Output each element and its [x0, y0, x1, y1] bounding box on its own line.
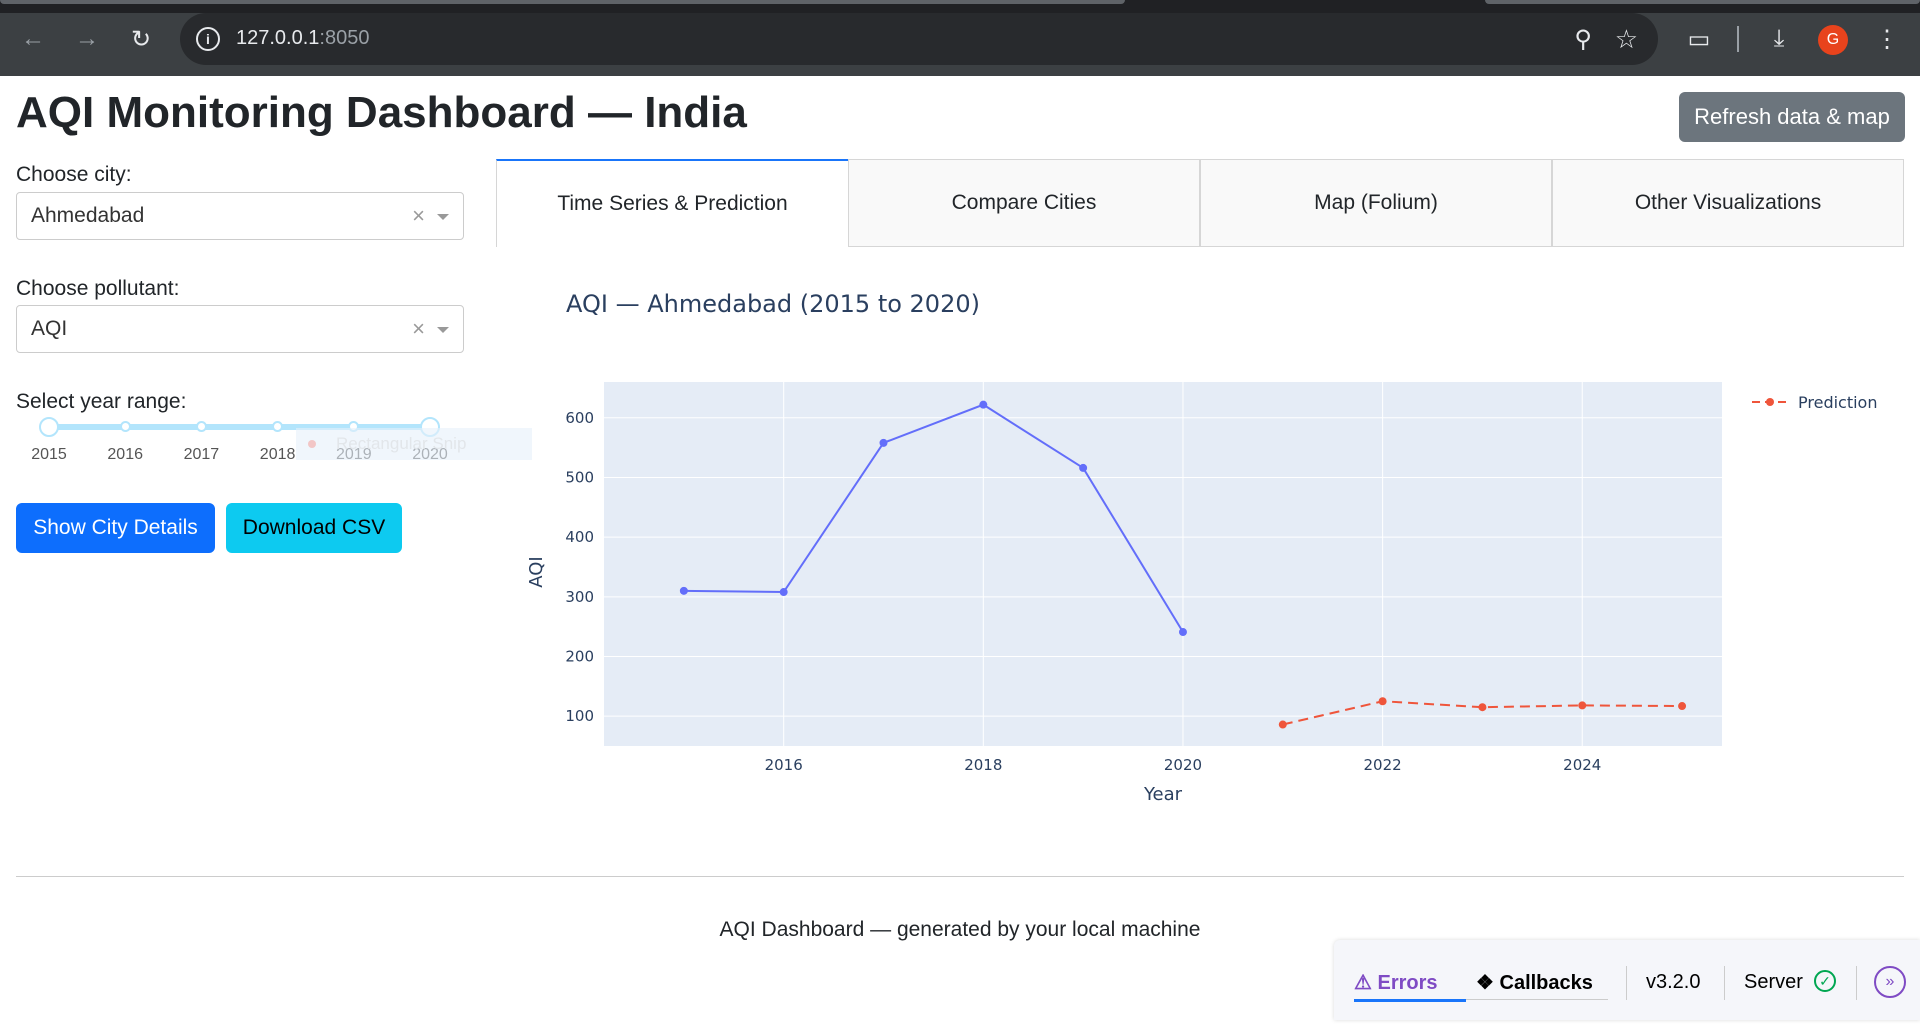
- aqi-series-line: [683, 403, 1184, 633]
- collapse-devtools-icon[interactable]: »: [1874, 966, 1906, 998]
- prediction-line: [1282, 700, 1683, 726]
- snip-dot-icon: [308, 440, 316, 448]
- x-tick-label: 2016: [765, 756, 803, 774]
- clear-icon[interactable]: ×: [412, 203, 425, 228]
- y-tick-label: 500: [565, 468, 594, 486]
- chart-title: AQI — Ahmedabad (2015 to 2020): [566, 290, 980, 318]
- devtools-divider: [1856, 966, 1857, 1000]
- server-label: Server: [1744, 971, 1803, 993]
- y-tick-label: 600: [565, 409, 594, 427]
- x-axis-title: Year: [1143, 784, 1183, 805]
- plot-background: [604, 382, 1722, 746]
- back-icon[interactable]: ←: [21, 25, 45, 52]
- pollutant-value: AQI: [31, 317, 68, 340]
- y-axis-title: AQI: [526, 556, 547, 587]
- forward-icon[interactable]: →: [75, 25, 99, 52]
- city-label: Choose city:: [16, 163, 132, 186]
- download-csv-button[interactable]: Download CSV: [226, 503, 402, 553]
- browser-tab[interactable]: [1485, 0, 1920, 4]
- devtools-divider: [1724, 966, 1725, 1000]
- callbacks-graph-icon: ❖: [1476, 972, 1494, 994]
- aqi-line-chart[interactable]: 100 200 300 400 500 600 2016 2018 2020 2022 2024 Ye…: [500, 370, 1920, 810]
- aqi-data-point[interactable]: [679, 586, 688, 595]
- dash-devtools-bar: ⚠ Errors ❖ Callbacks v3.2.0 Server ✓ »: [1334, 940, 1920, 1020]
- tab-other-visualizations[interactable]: Other Visualizations: [1552, 159, 1904, 247]
- snip-tooltip-ghost: Rectangular Snip: [296, 428, 532, 460]
- prediction-point[interactable]: [1678, 702, 1687, 711]
- errors-tab[interactable]: ⚠ Errors: [1354, 970, 1438, 995]
- show-city-details-button[interactable]: Show City Details: [16, 503, 215, 553]
- profile-avatar[interactable]: G: [1818, 25, 1848, 55]
- x-tick-label: 2018: [964, 756, 1002, 774]
- prediction-point[interactable]: [1378, 697, 1387, 706]
- version-label: v3.2.0: [1646, 971, 1701, 993]
- footer-text: AQI Dashboard — generated by your local …: [719, 918, 1201, 941]
- x-tick-label: 2022: [1364, 756, 1402, 774]
- slider-mark-dot: [195, 421, 207, 432]
- toolbar-divider: [1737, 26, 1739, 52]
- pollutant-dropdown[interactable]: AQI ×: [16, 305, 464, 353]
- legend-swatch-marker[interactable]: [1766, 398, 1774, 406]
- clear-icon[interactable]: ×: [412, 316, 425, 341]
- y-tick-label: 300: [565, 588, 594, 606]
- chevron-down-icon[interactable]: [437, 214, 449, 220]
- browser-tab[interactable]: [0, 0, 1125, 4]
- x-tick-label: 2024: [1563, 756, 1601, 774]
- snip-tooltip-text: Rectangular Snip: [336, 434, 467, 453]
- legend-label[interactable]: Prediction: [1798, 393, 1877, 412]
- callbacks-label: Callbacks: [1499, 972, 1593, 994]
- bookmark-star-icon[interactable]: ☆: [1614, 24, 1638, 54]
- warning-icon: ⚠: [1354, 972, 1372, 994]
- prediction-point[interactable]: [1278, 720, 1287, 729]
- slider-mark-label: 2015: [31, 446, 67, 463]
- aqi-data-point[interactable]: [1079, 463, 1088, 472]
- tab-time-series[interactable]: Time Series & Prediction: [496, 159, 848, 247]
- slider-mark-label: 2016: [107, 446, 143, 463]
- prediction-point[interactable]: [1578, 701, 1587, 710]
- slider-mark-dot: [272, 421, 284, 432]
- city-dropdown[interactable]: Ahmedabad ×: [16, 192, 464, 240]
- x-tick-label: 2020: [1164, 756, 1202, 774]
- page-title: AQI Monitoring Dashboard — India: [16, 88, 747, 137]
- reload-icon[interactable]: ↻: [130, 25, 152, 53]
- callbacks-tab-indicator: [1466, 999, 1608, 1000]
- tab-bar: Time Series & Prediction Compare Cities …: [496, 159, 1904, 247]
- address-bar[interactable]: i 127.0.0.1:8050 ⚲ ☆: [180, 13, 1658, 65]
- year-range-track[interactable]: [49, 424, 431, 430]
- prediction-point[interactable]: [1478, 703, 1487, 712]
- errors-tab-indicator: [1354, 999, 1466, 1002]
- slider-mark-label: 2017: [183, 446, 220, 463]
- callbacks-tab[interactable]: ❖ Callbacks: [1476, 970, 1593, 995]
- footer-divider: [16, 876, 1904, 877]
- aqi-data-point[interactable]: [979, 400, 988, 409]
- aqi-data-point[interactable]: [1178, 628, 1187, 637]
- browser-toolbar: ← → ↻ i 127.0.0.1:8050 ⚲ ☆ ▭ ⤓ G ⋮: [0, 0, 1920, 76]
- site-info-icon[interactable]: i: [196, 27, 220, 51]
- devtools-divider: [1626, 966, 1627, 1000]
- zoom-icon[interactable]: ⚲: [1574, 26, 1592, 53]
- aqi-data-point[interactable]: [879, 438, 888, 447]
- refresh-button[interactable]: Refresh data & map: [1679, 92, 1905, 142]
- city-value: Ahmedabad: [31, 204, 145, 227]
- server-ok-icon: ✓: [1814, 970, 1836, 992]
- chevron-down-icon[interactable]: [437, 327, 449, 333]
- year-range-label: Select year range:: [16, 390, 187, 413]
- pollutant-label: Choose pollutant:: [16, 277, 180, 300]
- menu-kebab-icon[interactable]: ⋮: [1875, 25, 1899, 53]
- url-text[interactable]: 127.0.0.1:8050: [236, 27, 370, 49]
- tab-map[interactable]: Map (Folium): [1200, 159, 1552, 247]
- aqi-data-point[interactable]: [779, 588, 788, 597]
- errors-label: Errors: [1377, 972, 1438, 994]
- y-tick-label: 400: [565, 528, 594, 546]
- y-tick-label: 200: [565, 647, 594, 665]
- extensions-icon[interactable]: ▭: [1687, 25, 1711, 53]
- tab-compare-cities[interactable]: Compare Cities: [848, 159, 1200, 247]
- slider-handle[interactable]: [39, 417, 59, 437]
- y-tick-label: 100: [565, 707, 594, 725]
- slider-mark-dot: [119, 421, 131, 432]
- download-icon[interactable]: ⤓: [1773, 25, 1785, 52]
- slider-mark-label: 2018: [259, 446, 296, 463]
